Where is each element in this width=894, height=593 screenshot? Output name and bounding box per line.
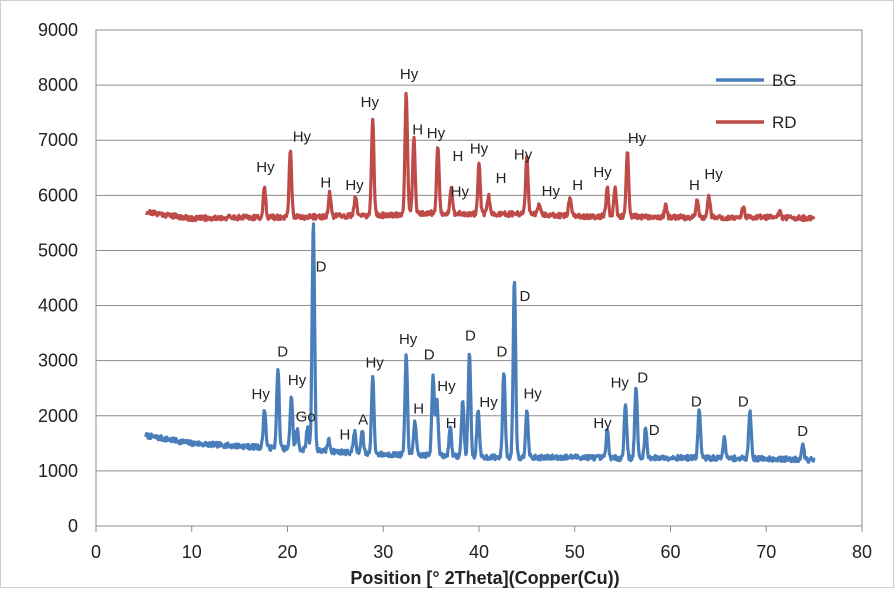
peak-label: Hy — [628, 130, 647, 147]
x-tick-label: 30 — [373, 542, 393, 562]
x-axis-ticks: 0 10 20 30 40 50 60 70 80 — [91, 526, 872, 562]
peak-label: Hy — [479, 394, 498, 411]
peak-label: D — [520, 288, 531, 305]
y-tick-label: 8000 — [38, 75, 78, 95]
peak-label: Hy — [427, 125, 446, 142]
peak-label: Hy — [514, 147, 533, 164]
series-line-rd — [144, 91, 816, 223]
peak-label: Hy — [399, 331, 418, 348]
y-tick-label: 5000 — [38, 240, 78, 260]
peak-label: Hy — [345, 177, 364, 194]
peak-label: H — [453, 148, 464, 165]
x-tick-label: 50 — [565, 542, 585, 562]
series-layer — [144, 91, 816, 464]
y-tick-label: 4000 — [38, 296, 78, 316]
y-tick-label: 9000 — [38, 20, 78, 40]
peak-label: Hy — [252, 386, 271, 403]
legend: BG RD — [716, 71, 797, 132]
peak-label: Hy — [365, 354, 384, 371]
peak-label: Hy — [288, 372, 307, 389]
peak-label: Hy — [361, 94, 380, 111]
peak-label: H — [320, 175, 331, 192]
x-tick-label: 10 — [182, 542, 202, 562]
peak-label: D — [637, 370, 648, 387]
peak-label: Hy — [400, 66, 419, 83]
x-tick-label: 20 — [277, 542, 297, 562]
peak-label: H — [496, 170, 507, 187]
peak-label: D — [316, 258, 327, 275]
series-line-bg — [144, 222, 816, 464]
peak-label: Hy — [523, 386, 542, 403]
peak-label: A — [358, 412, 368, 429]
peak-label: Go — [296, 408, 316, 425]
peak-label: Hy — [256, 159, 275, 176]
peak-label: D — [424, 347, 435, 364]
peak-label: H — [446, 415, 457, 432]
peak-label: D — [691, 393, 702, 410]
x-tick-label: 40 — [469, 542, 489, 562]
peak-label: H — [689, 177, 700, 194]
peak-label: H — [413, 401, 424, 418]
peak-label: H — [572, 177, 583, 194]
x-tick-label: 60 — [660, 542, 680, 562]
x-axis-label: Position [° 2Theta](Copper(Cu)) — [350, 568, 619, 588]
y-tick-label: 2000 — [38, 406, 78, 426]
peak-label: Hy — [611, 375, 630, 392]
peak-label: Hy — [542, 183, 561, 200]
peak-label: Hy — [704, 166, 723, 183]
y-tick-label: 7000 — [38, 130, 78, 150]
x-tick-label: 0 — [91, 542, 101, 562]
y-tick-label: 0 — [68, 516, 78, 536]
peak-label: D — [649, 422, 660, 439]
y-axis-ticks: 0 1000 2000 3000 4000 5000 6000 7000 8000 9000 — [38, 20, 78, 536]
peak-label: Hy — [470, 140, 489, 157]
peak-label: D — [738, 393, 749, 410]
peak-label: D — [465, 327, 476, 344]
peak-label: D — [797, 423, 808, 440]
y-tick-label: 1000 — [38, 461, 78, 481]
peak-label: Hy — [451, 183, 470, 200]
legend-label-bg: BG — [772, 71, 797, 90]
peak-label: D — [277, 343, 288, 360]
peak-label: H — [340, 426, 351, 443]
y-tick-label: 3000 — [38, 351, 78, 371]
peak-label: Hy — [593, 415, 612, 432]
y-tick-label: 6000 — [38, 185, 78, 205]
peak-label: Hy — [437, 378, 456, 395]
peak-label: H — [412, 122, 423, 139]
peak-label: Hy — [293, 128, 312, 145]
legend-label-rd: RD — [772, 113, 797, 132]
peak-label: D — [497, 343, 508, 360]
x-tick-label: 80 — [852, 542, 872, 562]
x-tick-label: 70 — [756, 542, 776, 562]
peak-label: Hy — [593, 164, 612, 181]
